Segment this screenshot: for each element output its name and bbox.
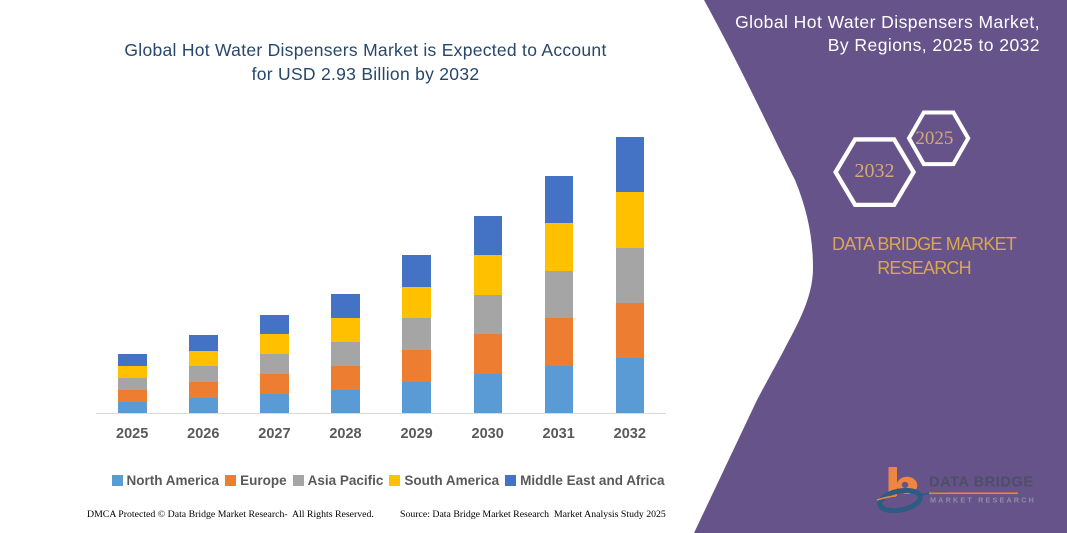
svg-text:2025: 2025	[915, 128, 953, 149]
svg-text:MARKET RESEARCH: MARKET RESEARCH	[930, 496, 1036, 505]
svg-text:2032: 2032	[855, 160, 895, 182]
svg-text:DATA BRIDGE: DATA BRIDGE	[929, 475, 1034, 491]
